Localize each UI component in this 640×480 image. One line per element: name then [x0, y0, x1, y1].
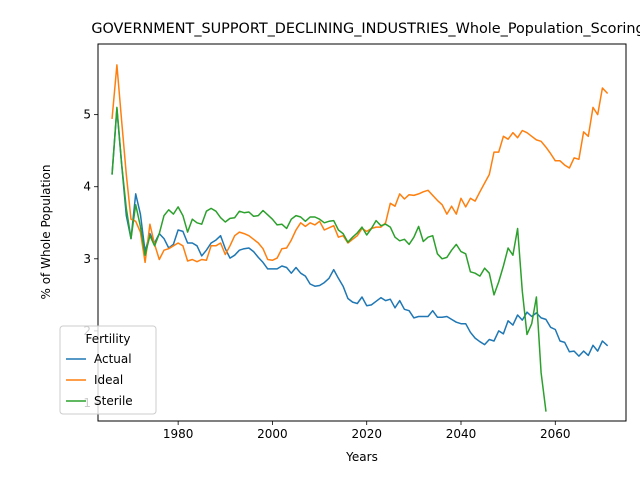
legend-items: Actual Ideal Sterile	[66, 352, 133, 408]
legend-label-actual: Actual	[94, 352, 132, 366]
series-line-sterile	[111, 106, 547, 412]
legend-title: Fertility	[85, 332, 130, 346]
series-line-ideal	[111, 64, 609, 264]
x-tick-label: 2020	[351, 427, 382, 441]
legend-label-sterile: Sterile	[94, 394, 133, 408]
y-axis-label: % of Whole Population	[39, 165, 53, 300]
plot-area	[111, 64, 609, 412]
y-tick-label: 4	[83, 180, 91, 194]
x-tick-label: 2040	[446, 427, 477, 441]
x-axis: 1980 2000 2020 2040 2060	[163, 421, 571, 441]
chart-title: GOVERNMENT_SUPPORT_DECLINING_INDUSTRIES_…	[91, 21, 640, 37]
x-tick-label: 1980	[163, 427, 194, 441]
plot-frame	[97, 43, 627, 422]
x-axis-label: Years	[345, 450, 378, 464]
y-tick-label: 3	[83, 252, 91, 266]
y-tick-label: 5	[83, 108, 91, 122]
legend-box	[59, 325, 157, 415]
x-tick-label: 2000	[257, 427, 288, 441]
legend-label-ideal: Ideal	[94, 373, 123, 387]
x-tick-label: 2060	[540, 427, 571, 441]
legend: Fertility Actual Ideal Sterile	[59, 325, 157, 415]
